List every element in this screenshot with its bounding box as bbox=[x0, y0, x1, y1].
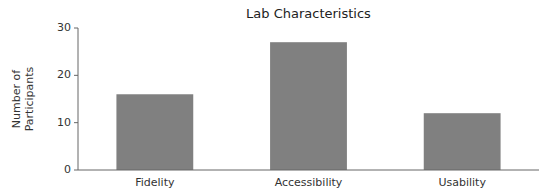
tick-mark bbox=[74, 122, 78, 123]
chart: 0 10 20 30 Fidelity Accessibility Usability Lab… bbox=[0, 0, 553, 196]
y-axis: 0 10 20 30 bbox=[57, 21, 78, 176]
tick-mark bbox=[74, 75, 78, 76]
y-axis-label: Number ofParticipants bbox=[10, 66, 36, 131]
tick-mark bbox=[74, 170, 78, 171]
tick-label: 0 bbox=[64, 163, 71, 176]
category-label: Usability bbox=[438, 176, 486, 189]
x-axis: Fidelity Accessibility Usability bbox=[135, 176, 486, 189]
y-axis-line bbox=[78, 28, 79, 170]
bar bbox=[116, 94, 193, 170]
y-axis-label-line: Number of bbox=[10, 69, 23, 128]
bar bbox=[424, 113, 501, 170]
title: Lab Characteristics bbox=[246, 6, 371, 21]
tick-label: 10 bbox=[57, 116, 71, 129]
x-axis-line bbox=[78, 170, 539, 171]
y-axis-label-line: Participants bbox=[23, 66, 36, 131]
chart-container: 0 10 20 30 Fidelity Accessibility Usability Lab… bbox=[0, 0, 553, 196]
bars bbox=[116, 42, 500, 170]
tick-label: 20 bbox=[57, 68, 71, 81]
bar bbox=[270, 42, 347, 170]
category-label: Accessibility bbox=[275, 176, 343, 189]
tick-label: 30 bbox=[57, 21, 71, 34]
category-label: Fidelity bbox=[135, 176, 175, 189]
tick-mark bbox=[74, 28, 78, 29]
